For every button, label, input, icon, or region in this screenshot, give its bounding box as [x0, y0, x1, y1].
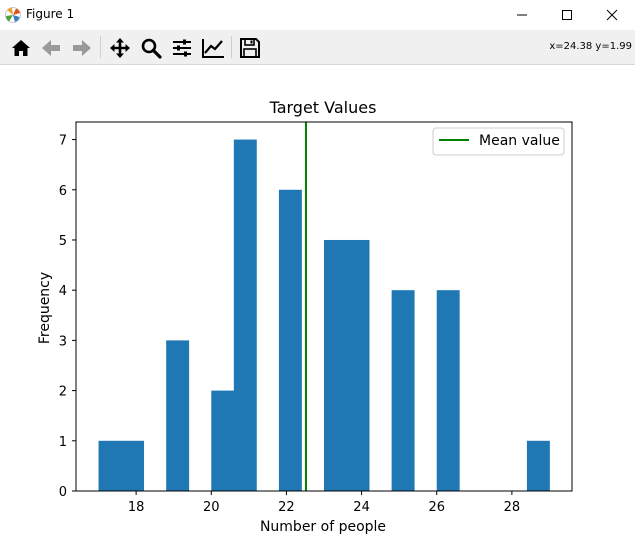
x-tick-label: 18 [128, 500, 145, 515]
y-tick-label: 3 [59, 334, 67, 349]
legend-box [432, 127, 565, 156]
x-tick-label: 22 [278, 500, 295, 515]
y-tick-label: 0 [59, 485, 67, 500]
y-tick-label: 7 [59, 134, 67, 149]
y-tick-label: 4 [59, 284, 67, 299]
cursor-coordinates: x=24.38 y=1.99 [549, 41, 632, 52]
x-tick-label: 28 [504, 500, 521, 515]
bars-group [98, 139, 550, 492]
minimize-button[interactable] [499, 0, 545, 30]
arrow-left-icon [40, 37, 62, 59]
histogram-bar [233, 139, 257, 492]
y-tick-label: 2 [59, 385, 67, 400]
legend: Mean value [432, 127, 565, 156]
histogram-bar [391, 290, 415, 491]
figure-canvas[interactable]: Target Values 18 20 22 24 26 28 0 1 2 3 4 5 6 7 Numb… [0, 65, 635, 544]
minimize-icon [516, 9, 528, 21]
pan-button[interactable] [107, 35, 133, 61]
histogram-bar [278, 189, 302, 491]
customize-button[interactable] [200, 35, 226, 61]
histogram-plot: Target Values 18 20 22 24 26 28 0 1 2 3 4 5 6 7 Numb… [37, 98, 573, 535]
forward-button[interactable] [69, 35, 95, 61]
axes-frame [75, 121, 573, 492]
sliders-icon [171, 37, 193, 59]
toolbar-separator [100, 36, 101, 58]
close-icon [606, 9, 618, 21]
x-tick-label: 20 [203, 500, 220, 515]
y-tick-label: 6 [59, 184, 67, 199]
move-icon [109, 37, 131, 59]
back-button[interactable] [38, 35, 64, 61]
maximize-icon [561, 9, 573, 21]
histogram-bar [346, 239, 370, 491]
home-icon [10, 37, 32, 59]
histogram-bar [166, 340, 190, 491]
y-tick-label: 5 [59, 234, 67, 249]
chart-title: Target Values [269, 98, 377, 117]
close-button[interactable] [589, 0, 635, 30]
zoom-button[interactable] [138, 35, 164, 61]
y-axis-label: Frequency [37, 272, 53, 344]
title-bar: Figure 1 [0, 0, 635, 30]
maximize-button[interactable] [544, 0, 590, 30]
toolbar-separator [231, 36, 232, 58]
matplotlib-logo-icon [4, 6, 22, 24]
window-title: Figure 1 [26, 7, 75, 21]
home-button[interactable] [8, 35, 34, 61]
x-axis-ticks: 18 20 22 24 26 28 [128, 491, 520, 515]
line-chart-icon [201, 37, 225, 59]
histogram-bar [121, 440, 145, 491]
x-tick-label: 26 [428, 500, 445, 515]
histogram-bar [436, 290, 460, 491]
histogram-bar [98, 440, 122, 491]
x-tick-label: 24 [353, 500, 370, 515]
save-icon [239, 37, 261, 59]
save-button[interactable] [237, 35, 263, 61]
histogram-bar [324, 239, 347, 491]
x-axis-label: Number of people [260, 519, 386, 535]
navigation-toolbar: x=24.38 y=1.99 [0, 30, 635, 65]
histogram-bar [211, 390, 235, 491]
y-tick-label: 1 [59, 435, 67, 450]
histogram-bar [526, 440, 550, 491]
zoom-icon [140, 37, 162, 59]
y-axis-ticks: 0 1 2 3 4 5 6 7 [59, 134, 76, 500]
arrow-right-icon [71, 37, 93, 59]
subplots-button[interactable] [169, 35, 195, 61]
legend-label: Mean value [479, 133, 560, 149]
